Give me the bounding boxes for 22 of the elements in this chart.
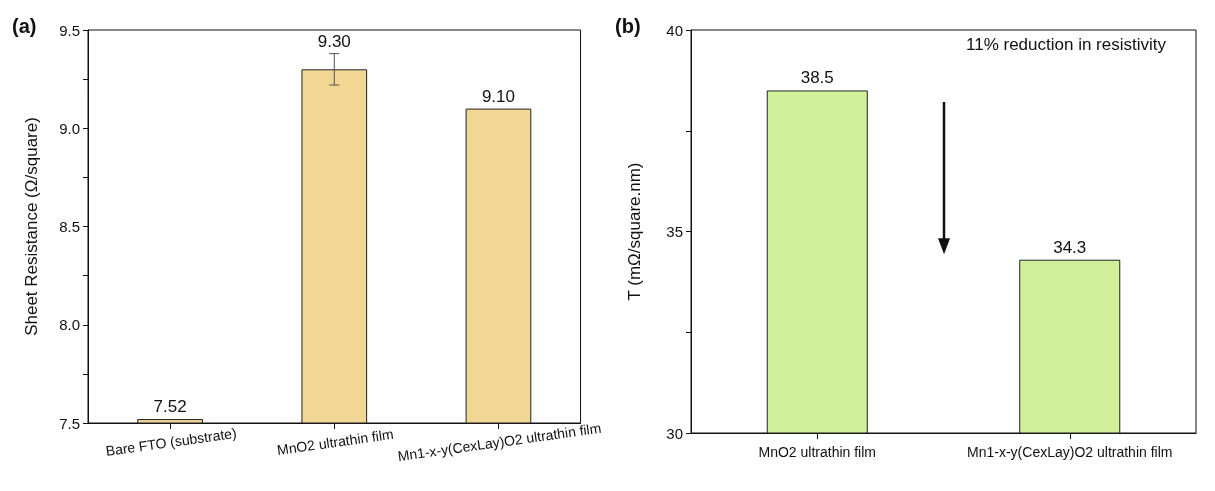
- x-tick-label: MnO2 ultrathin film: [276, 425, 395, 459]
- chart-title: (a): [12, 15, 37, 37]
- data-label: 34.3: [1053, 237, 1087, 257]
- y-axis-title: T (mΩ/square.nm): [625, 162, 644, 301]
- x-tick-label: Bare FTO (substrate): [104, 424, 238, 460]
- annotation: 11% reduction in resistivity: [966, 35, 1167, 54]
- y-tick-label: 30: [666, 424, 683, 442]
- y-tick-label: 35: [666, 223, 683, 240]
- y-axis-title: Sheet Resistance (Ω/square): [22, 117, 41, 336]
- data-label: 9.30: [317, 31, 351, 51]
- data-label: 38.5: [800, 68, 834, 88]
- y-tick-label: 9.5: [59, 21, 80, 39]
- y-tick-label: 7.5: [59, 414, 80, 432]
- x-tick-label: Mn1-x-y(CexLay)O2 ultrathin film: [967, 444, 1173, 460]
- y-tick-label: 40: [666, 21, 683, 39]
- x-tick-label: MnO2 ultrathin film: [758, 444, 876, 460]
- y-tick-label: 8.5: [59, 218, 80, 235]
- y-tick-label: 8.0: [59, 316, 80, 334]
- data-label: 9.10: [481, 86, 516, 106]
- y-tick-label: 9.0: [59, 119, 80, 137]
- chart-title: (b): [615, 15, 641, 37]
- data-label: 7.52: [153, 397, 187, 417]
